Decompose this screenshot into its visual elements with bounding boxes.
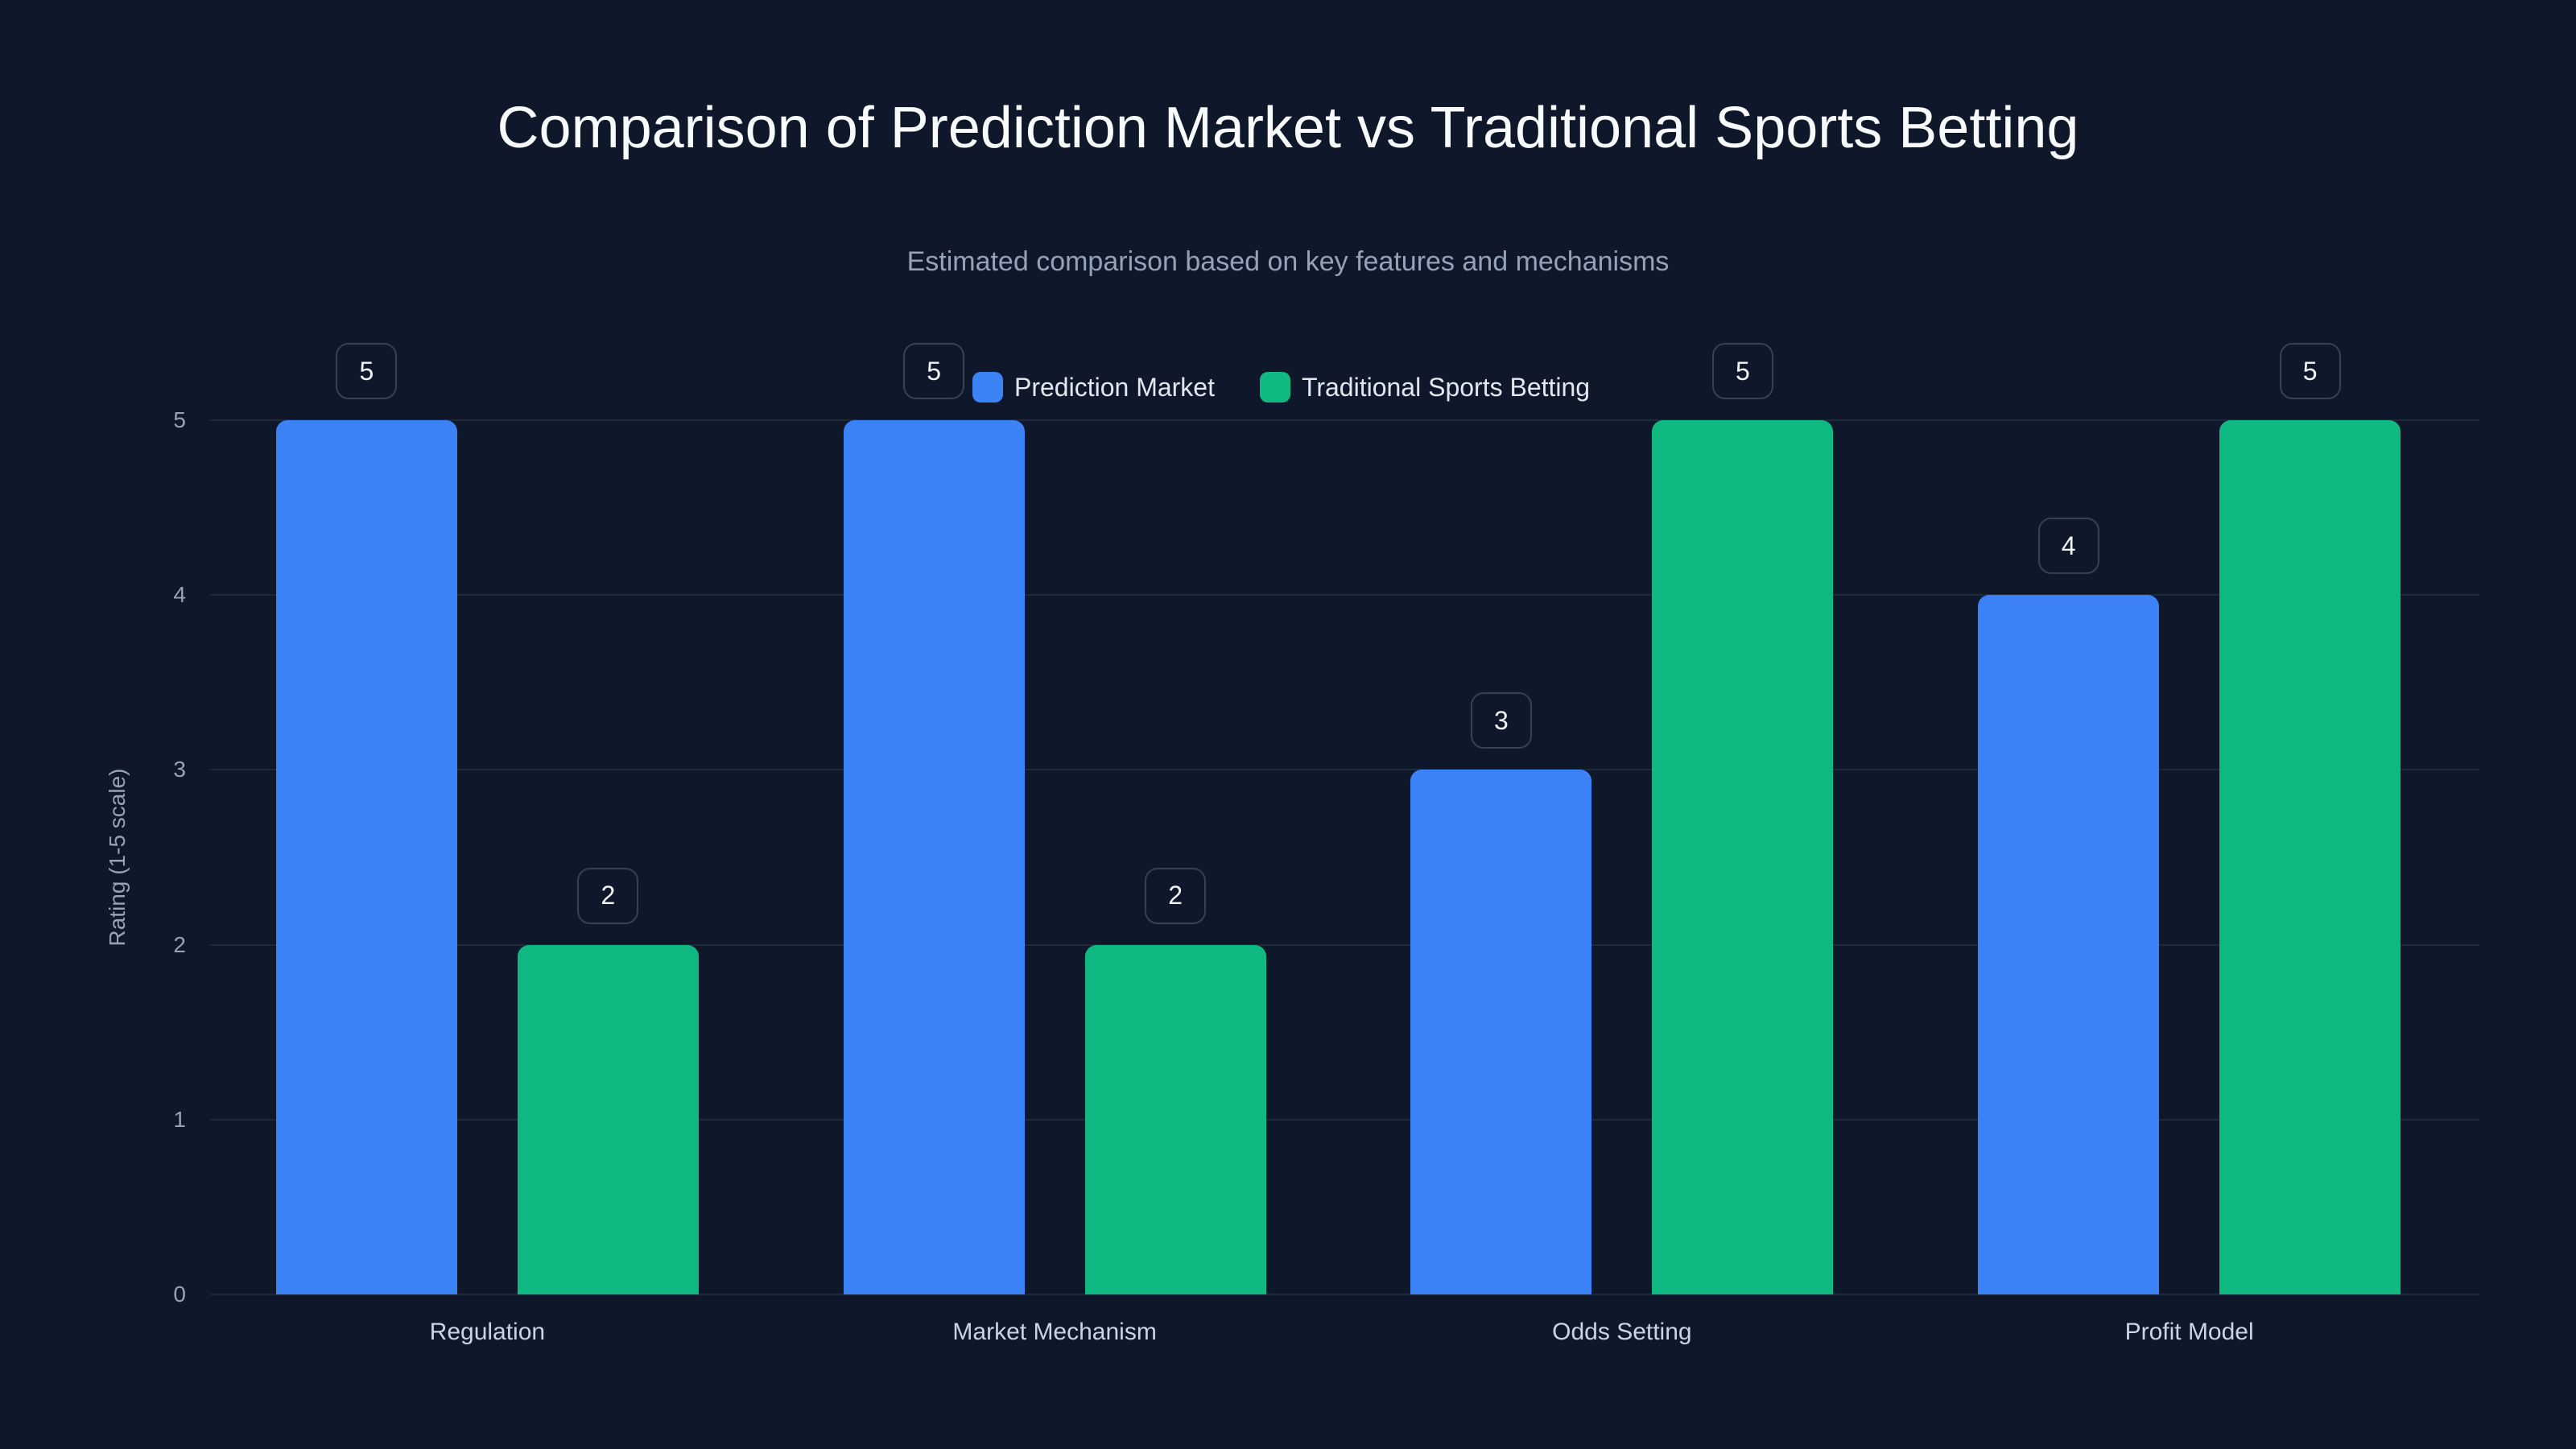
y-tick-label: 2 — [173, 931, 186, 957]
data-label: 3 — [1470, 692, 1532, 749]
legend-item-traditional-sports-betting[interactable]: Traditional Sports Betting — [1259, 372, 1591, 402]
data-label: 2 — [577, 867, 639, 924]
data-label: 4 — [2037, 518, 2099, 575]
bar[interactable] — [1652, 420, 1834, 1294]
y-tick-label: 0 — [173, 1282, 186, 1307]
gridline — [210, 1118, 2479, 1121]
plot-area: 0 1 2 3 4 5 5 2 5 2 3 5 4 5 — [173, 343, 2479, 1307]
y-tick-label: 1 — [173, 1106, 186, 1132]
legend-label: Traditional Sports Betting — [1301, 372, 1591, 402]
x-tick-label: Regulation — [429, 1319, 546, 1345]
gridline — [210, 1294, 2479, 1295]
x-tick-label: Odds Setting — [1552, 1319, 1692, 1345]
y-tick-label: 5 — [173, 407, 186, 432]
legend: Prediction Market Traditional Sports Bet… — [972, 372, 1590, 402]
chart-title: Comparison of Prediction Market vs Tradi… — [497, 96, 2079, 160]
bar[interactable] — [517, 944, 699, 1294]
gridline — [210, 594, 2479, 597]
gridline — [210, 769, 2479, 771]
bar[interactable] — [275, 420, 457, 1294]
data-label: 2 — [1145, 867, 1207, 924]
chart-subtitle: Estimated comparison based on key featur… — [906, 246, 1670, 277]
x-tick-label: Profit Model — [2124, 1319, 2254, 1345]
data-label: 5 — [903, 343, 965, 399]
legend-item-prediction-market[interactable]: Prediction Market — [972, 372, 1215, 402]
bar[interactable] — [1084, 944, 1266, 1294]
bar[interactable] — [1410, 770, 1592, 1294]
y-tick-label: 4 — [173, 582, 186, 608]
data-label: 5 — [336, 343, 398, 399]
y-tick-label: 3 — [173, 757, 186, 782]
gridline — [210, 419, 2479, 421]
legend-swatch-icon — [1259, 372, 1290, 402]
legend-label: Prediction Market — [1014, 372, 1215, 402]
x-tick-label: Market Mechanism — [952, 1319, 1157, 1345]
bar[interactable] — [843, 420, 1025, 1294]
y-axis-label: Rating (1-5 scale) — [105, 768, 130, 947]
data-label: 5 — [1711, 343, 1773, 399]
bar[interactable] — [2219, 420, 2401, 1294]
data-label: 5 — [2279, 343, 2341, 399]
legend-swatch-icon — [972, 372, 1003, 402]
bar[interactable] — [1978, 595, 2160, 1294]
gridline — [210, 943, 2479, 946]
